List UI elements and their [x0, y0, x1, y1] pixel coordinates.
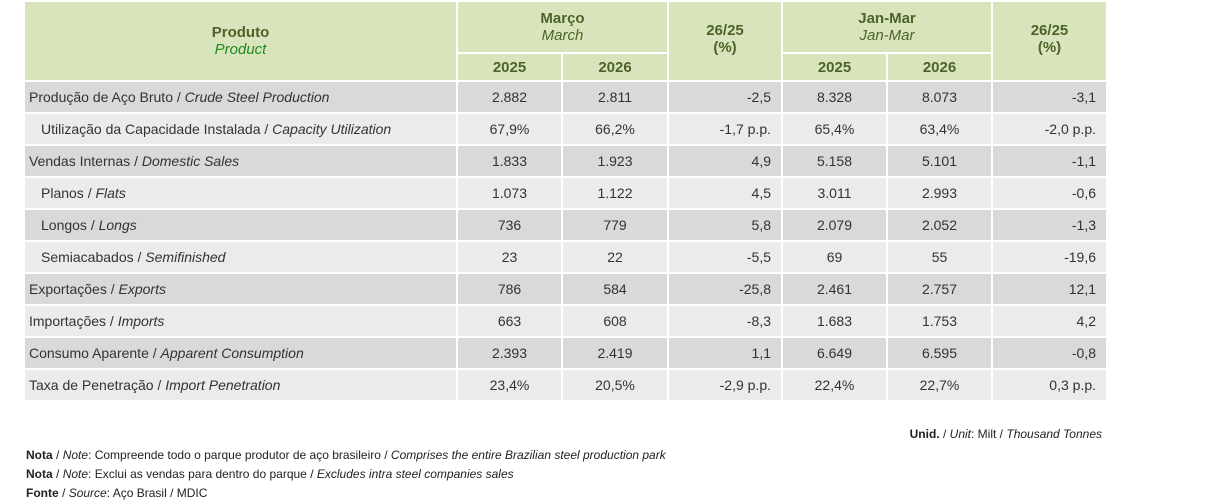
ytd-2025-value: 69 [781, 240, 888, 274]
march-2026-value: 779 [561, 208, 669, 242]
march-2026-value: 2.811 [561, 80, 669, 114]
ytd-change-value: 0,3 p.p. [991, 368, 1108, 402]
table-row: Produção de Aço Bruto / Crude Steel Prod… [23, 80, 1108, 114]
product-name: Planos / Flats [23, 176, 458, 210]
march-2025-value: 1.833 [456, 144, 563, 178]
ytd-2025-value: 2.079 [781, 208, 888, 242]
ytd-2025-value: 5.158 [781, 144, 888, 178]
ytd-change-value: -0,8 [991, 336, 1108, 370]
march-2025-value: 23,4% [456, 368, 563, 402]
march-2025-value: 663 [456, 304, 563, 338]
ytd-change-value: -3,1 [991, 80, 1108, 114]
march-2025-value: 1.073 [456, 176, 563, 210]
march-change-value: 1,1 [667, 336, 783, 370]
unit-note: Unid. / Unit: Milt / Thousand Tonnes [909, 427, 1102, 441]
footnotes: Unid. / Unit: Milt / Thousand Tonnes Not… [26, 425, 1106, 503]
ytd-2026-header: 2026 [886, 52, 993, 82]
march-header: Março March [456, 0, 669, 54]
note-2: Nota / Note: Exclui as vendas para dentr… [26, 467, 514, 481]
march-2025-value: 736 [456, 208, 563, 242]
march-change-value: 5,8 [667, 208, 783, 242]
product-name: Produção de Aço Bruto / Crude Steel Prod… [23, 80, 458, 114]
steel-statistics-table: Produto Product Março March 26/25 (%) Jan-M… [23, 0, 1108, 402]
ytd-2026-value: 63,4% [886, 112, 993, 146]
march-2026-value: 20,5% [561, 368, 669, 402]
march-2025-value: 2.393 [456, 336, 563, 370]
ytd-2025-value: 8.328 [781, 80, 888, 114]
march-2025-value: 2.882 [456, 80, 563, 114]
march-change-value: -2,9 p.p. [667, 368, 783, 402]
march-change-value: -2,5 [667, 80, 783, 114]
march-2025-value: 786 [456, 272, 563, 306]
march-2025-value: 67,9% [456, 112, 563, 146]
march-change-value: -8,3 [667, 304, 783, 338]
march-2026-header: 2026 [561, 52, 669, 82]
ytd-2026-value: 1.753 [886, 304, 993, 338]
ytd-2025-value: 2.461 [781, 272, 888, 306]
table-row: Longos / Longs 736 779 5,8 2.079 2.052 -… [23, 208, 1108, 242]
march-2026-value: 584 [561, 272, 669, 306]
march-2025-header: 2025 [456, 52, 563, 82]
ytd-change-value: -1,1 [991, 144, 1108, 178]
march-2026-value: 22 [561, 240, 669, 274]
product-name: Utilização da Capacidade Instalada / Cap… [23, 112, 458, 146]
product-header: Produto Product [23, 0, 458, 82]
table-row: Consumo Aparente / Apparent Consumption … [23, 336, 1108, 370]
ytd-2025-header: 2025 [781, 52, 888, 82]
ytd-change-value: -19,6 [991, 240, 1108, 274]
table-row: Exportações / Exports 786 584 -25,8 2.46… [23, 272, 1108, 306]
ytd-2026-value: 2.757 [886, 272, 993, 306]
table-row: Semiacabados / Semifinished 23 22 -5,5 6… [23, 240, 1108, 274]
table-row: Taxa de Penetração / Import Penetration … [23, 368, 1108, 402]
march-change-value: -1,7 p.p. [667, 112, 783, 146]
march-change-value: 4,9 [667, 144, 783, 178]
ytd-change-value: 12,1 [991, 272, 1108, 306]
march-2026-value: 608 [561, 304, 669, 338]
march-2026-value: 66,2% [561, 112, 669, 146]
ytd-2026-value: 2.993 [886, 176, 993, 210]
ytd-2026-value: 55 [886, 240, 993, 274]
ytd-change-value: -1,3 [991, 208, 1108, 242]
ytd-2025-value: 22,4% [781, 368, 888, 402]
march-2026-value: 2.419 [561, 336, 669, 370]
ytd-2026-value: 8.073 [886, 80, 993, 114]
ytd-2026-value: 6.595 [886, 336, 993, 370]
ytd-header: Jan-Mar Jan-Mar [781, 0, 993, 54]
ytd-change-value: -2,0 p.p. [991, 112, 1108, 146]
ytd-change-header: 26/25 (%) [991, 0, 1108, 82]
march-2026-value: 1.923 [561, 144, 669, 178]
note-1: Nota / Note: Compreende todo o parque pr… [26, 448, 666, 462]
ytd-2025-value: 6.649 [781, 336, 888, 370]
ytd-2026-value: 2.052 [886, 208, 993, 242]
table-row: Planos / Flats 1.073 1.122 4,5 3.011 2.9… [23, 176, 1108, 210]
march-change-value: -25,8 [667, 272, 783, 306]
source-note: Fonte / Source: Aço Brasil / MDIC [26, 486, 208, 500]
product-name: Longos / Longs [23, 208, 458, 242]
product-name: Exportações / Exports [23, 272, 458, 306]
table-row: Vendas Internas / Domestic Sales 1.833 1… [23, 144, 1108, 178]
product-name: Taxa de Penetração / Import Penetration [23, 368, 458, 402]
march-2025-value: 23 [456, 240, 563, 274]
ytd-2026-value: 5.101 [886, 144, 993, 178]
product-name: Semiacabados / Semifinished [23, 240, 458, 274]
product-name: Consumo Aparente / Apparent Consumption [23, 336, 458, 370]
table-row: Utilização da Capacidade Instalada / Cap… [23, 112, 1108, 146]
ytd-2025-value: 1.683 [781, 304, 888, 338]
ytd-change-value: 4,2 [991, 304, 1108, 338]
march-change-value: -5,5 [667, 240, 783, 274]
ytd-change-value: -0,6 [991, 176, 1108, 210]
march-change-header: 26/25 (%) [667, 0, 783, 82]
product-name: Importações / Imports [23, 304, 458, 338]
march-change-value: 4,5 [667, 176, 783, 210]
table-row: Importações / Imports 663 608 -8,3 1.683… [23, 304, 1108, 338]
ytd-2025-value: 65,4% [781, 112, 888, 146]
ytd-2026-value: 22,7% [886, 368, 993, 402]
product-name: Vendas Internas / Domestic Sales [23, 144, 458, 178]
march-2026-value: 1.122 [561, 176, 669, 210]
ytd-2025-value: 3.011 [781, 176, 888, 210]
